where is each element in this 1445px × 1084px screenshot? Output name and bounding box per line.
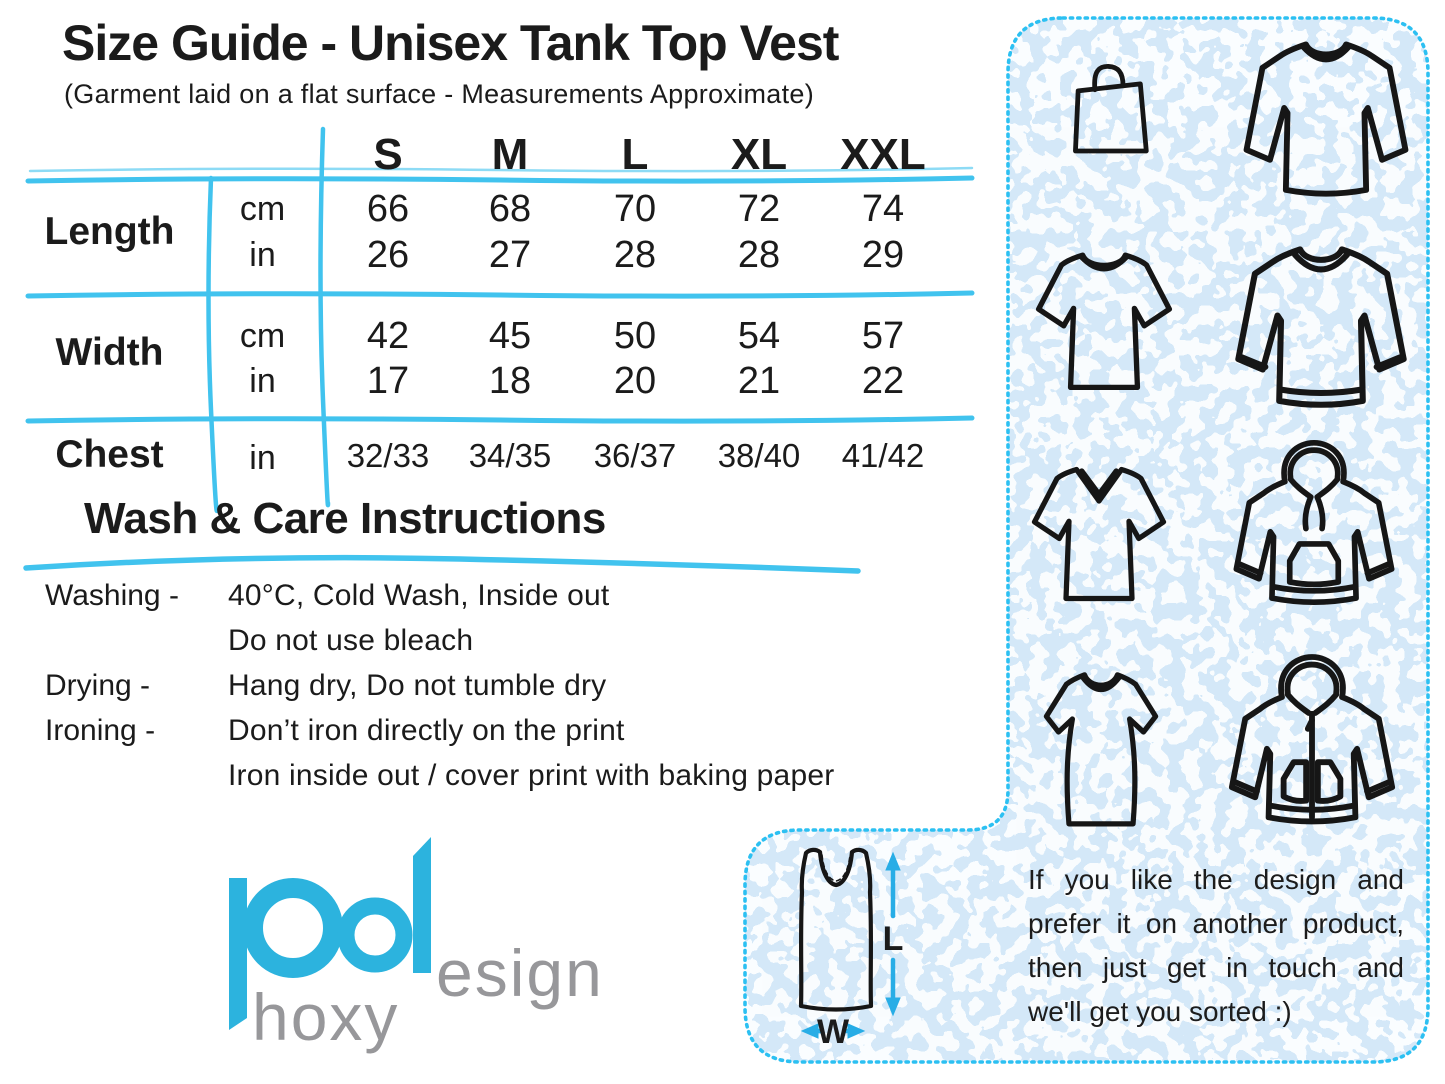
length-in-xxl: 29 — [861, 234, 905, 276]
length-cm-xxl: 74 — [861, 188, 905, 230]
length-cm-xl: 72 — [737, 188, 781, 230]
unit-length-cm: cm — [239, 190, 286, 228]
size-col-header-s: S — [373, 130, 403, 179]
unit-width-in: in — [249, 362, 276, 400]
care-underline — [23, 554, 861, 574]
long-sleeve-shirt-icon — [1243, 41, 1409, 197]
size-col-header-xl: XL — [730, 130, 788, 179]
row-label-length: Length — [44, 210, 175, 253]
table-line-mid2 — [25, 415, 975, 424]
row-label-chest: Chest — [55, 433, 164, 476]
chest-in-xl: 38/40 — [717, 437, 801, 474]
width-arrow-label: W — [816, 1013, 850, 1051]
width-cm-xl: 54 — [737, 315, 781, 357]
width-in-m: 18 — [488, 360, 532, 402]
size-col-header-xxl: XXL — [840, 130, 926, 179]
length-in-s: 26 — [366, 234, 410, 276]
length-arrow — [885, 851, 901, 1017]
logo-letter-p-stem — [229, 878, 247, 1030]
hoodie-icon — [1233, 440, 1395, 605]
chest-in-s: 32/33 — [346, 437, 430, 474]
width-in-xl: 21 — [737, 360, 781, 402]
size-col-header-m: M — [491, 130, 529, 179]
unit-width-cm: cm — [239, 317, 286, 355]
width-arrow — [800, 1023, 866, 1039]
length-in-xl: 28 — [737, 234, 781, 276]
t-shirt-icon — [1035, 252, 1173, 391]
care-washing-line1: 40°C, Cold Wash, Inside out — [228, 579, 610, 612]
table-vline-1 — [206, 175, 220, 514]
length-cm-l: 70 — [613, 188, 657, 230]
note-line-4: we'll get you sorted :) — [1028, 996, 1292, 1027]
care-label-drying: Drying - — [45, 669, 151, 702]
unit-length-in: in — [249, 236, 276, 274]
table-line-top — [25, 175, 975, 184]
table-line-mid1 — [25, 290, 975, 299]
width-cm-m: 45 — [488, 315, 532, 357]
page-title: Size Guide - Unisex Tank Top Vest — [62, 15, 839, 71]
care-drying-line1: Hang dry, Do not tumble dry — [228, 669, 607, 702]
care-washing-line2: Do not use bleach — [228, 624, 474, 657]
size-col-header-l: L — [621, 130, 649, 179]
width-cm-xxl: 57 — [861, 315, 905, 357]
logo-letter-p-bowl — [243, 878, 343, 978]
page-subtitle: (Garment laid on a flat surface - Measur… — [64, 79, 815, 109]
note-line-3: then just get in touch and — [1028, 952, 1404, 983]
length-in-l: 28 — [613, 234, 657, 276]
chest-in-m: 34/35 — [468, 437, 552, 474]
logo-text-hoxy: hoxy — [252, 980, 399, 1054]
length-cm-m: 68 — [488, 188, 532, 230]
care-label-ironing: Ironing - — [45, 714, 156, 747]
chest-in-xxl: 41/42 — [841, 437, 925, 474]
care-ironing-line2: Iron inside out / cover print with bakin… — [228, 759, 835, 792]
row-label-width: Width — [55, 331, 164, 374]
length-arrow-label: L — [882, 920, 904, 958]
womens-t-shirt-icon — [1043, 672, 1159, 827]
chest-in-l: 36/37 — [593, 437, 677, 474]
logo-letter-d-bowl — [337, 897, 413, 973]
panel-dotted-border — [743, 16, 1430, 1064]
unit-chest-in: in — [249, 439, 276, 477]
table-line-top-ghost — [28, 166, 974, 173]
care-heading: Wash & Care Instructions — [84, 494, 606, 543]
length-in-m: 27 — [488, 234, 532, 276]
logo-text-esign: esign — [436, 936, 604, 1010]
zip-hoodie-icon — [1228, 654, 1396, 825]
table-vline-2 — [318, 126, 331, 508]
length-cm-s: 66 — [366, 188, 410, 230]
care-label-washing: Washing - — [45, 579, 179, 612]
logo-letter-d-stem — [413, 837, 431, 973]
tank-top-icon — [798, 847, 874, 1012]
note-line-2: prefer it on another product, — [1028, 908, 1404, 939]
width-cm-l: 50 — [613, 315, 657, 357]
width-in-s: 17 — [366, 360, 410, 402]
care-ironing-line1: Don’t iron directly on the print — [228, 714, 625, 747]
contact-note: If you like the design and prefer it on … — [1028, 864, 1404, 1044]
width-in-l: 20 — [613, 360, 657, 402]
tote-bag-icon — [1073, 64, 1149, 154]
sweatshirt-icon — [1235, 246, 1407, 408]
note-line-1: If you like the design and — [1028, 864, 1404, 895]
phoxy-design-logo: esign hoxy — [229, 837, 604, 1054]
v-neck-t-shirt-icon — [1031, 466, 1167, 602]
width-cm-s: 42 — [366, 315, 410, 357]
width-in-xxl: 22 — [861, 360, 905, 402]
